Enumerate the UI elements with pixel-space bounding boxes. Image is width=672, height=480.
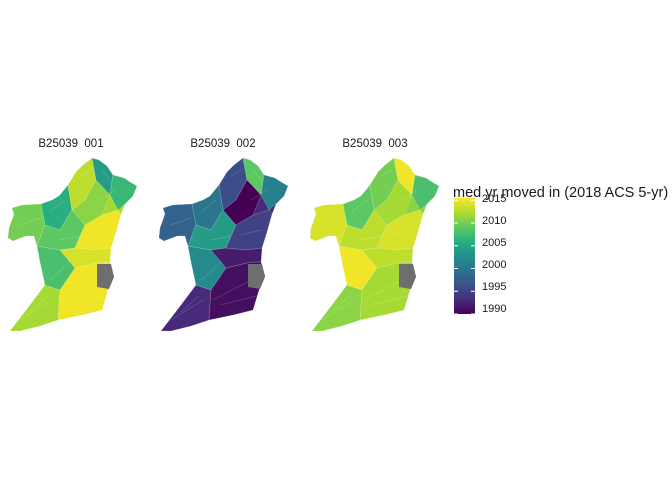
- tract-boundary: [403, 169, 415, 183]
- tract-boundary: [371, 295, 408, 306]
- missing-data-region: [248, 264, 265, 289]
- tract-boundary: [230, 169, 242, 177]
- legend-label-1995: 1995: [482, 281, 507, 293]
- tract-boundary: [200, 199, 217, 213]
- tract-boundary: [210, 235, 232, 241]
- tract-boundary: [29, 295, 49, 313]
- map-panel-3: [309, 157, 440, 332]
- legend-label-1990: 1990: [482, 303, 507, 315]
- tract-region: [361, 247, 414, 269]
- tract-boundary: [331, 295, 351, 313]
- tract-boundary: [19, 299, 53, 321]
- tract-boundary: [252, 169, 264, 183]
- tract-boundary: [351, 261, 373, 281]
- legend-label-2010: 2010: [482, 215, 507, 227]
- tract-boundary: [101, 169, 113, 183]
- tract-boundary: [321, 299, 355, 321]
- map-panel-2: [158, 157, 289, 332]
- tract-boundary: [240, 229, 262, 236]
- tract-boundary: [59, 235, 81, 241]
- tract-region: [311, 284, 363, 332]
- missing-data-region: [97, 264, 114, 289]
- tract-boundary: [401, 189, 418, 201]
- tract-region: [411, 174, 440, 211]
- tract-region: [109, 174, 138, 211]
- tract-boundary: [61, 279, 101, 301]
- tract-boundary: [49, 199, 66, 213]
- tract-region: [59, 247, 112, 269]
- tract-boundary: [250, 189, 267, 201]
- tract-boundary: [212, 279, 252, 301]
- legend-colorbar: [454, 198, 475, 315]
- tract-boundary: [351, 199, 368, 213]
- panel-title-002: B25039 002: [190, 138, 256, 150]
- tract-boundary: [79, 169, 91, 177]
- tract-boundary: [363, 279, 403, 301]
- tract-boundary: [391, 229, 413, 236]
- tract-boundary: [89, 229, 111, 236]
- map-panel-1: [7, 157, 138, 332]
- tract-region: [260, 174, 289, 211]
- tract-boundary: [99, 189, 116, 201]
- tract-boundary: [200, 261, 222, 281]
- tract-region: [160, 284, 212, 332]
- tract-region: [9, 284, 61, 332]
- panel-title-003: B25039 003: [342, 138, 408, 150]
- panel-title-001: B25039 001: [38, 138, 104, 150]
- tract-boundary: [381, 169, 393, 177]
- tract-boundary: [170, 217, 192, 226]
- tract-boundary: [180, 295, 200, 313]
- tract-boundary: [220, 295, 257, 306]
- missing-data-region: [399, 264, 416, 289]
- colorbar: [454, 198, 475, 314]
- tract-boundary: [49, 261, 71, 281]
- legend-title: med yr moved in (2018 ACS 5-yr): [453, 185, 669, 201]
- tract-boundary: [170, 299, 204, 321]
- tract-boundary: [321, 217, 343, 226]
- tract-boundary: [19, 217, 41, 226]
- legend-label-2005: 2005: [482, 237, 507, 249]
- tract-region: [210, 247, 263, 269]
- legend-label-2000: 2000: [482, 259, 507, 271]
- tract-boundary: [361, 235, 383, 241]
- legend-label-2015: 2015: [482, 193, 507, 205]
- tract-boundary: [69, 295, 106, 306]
